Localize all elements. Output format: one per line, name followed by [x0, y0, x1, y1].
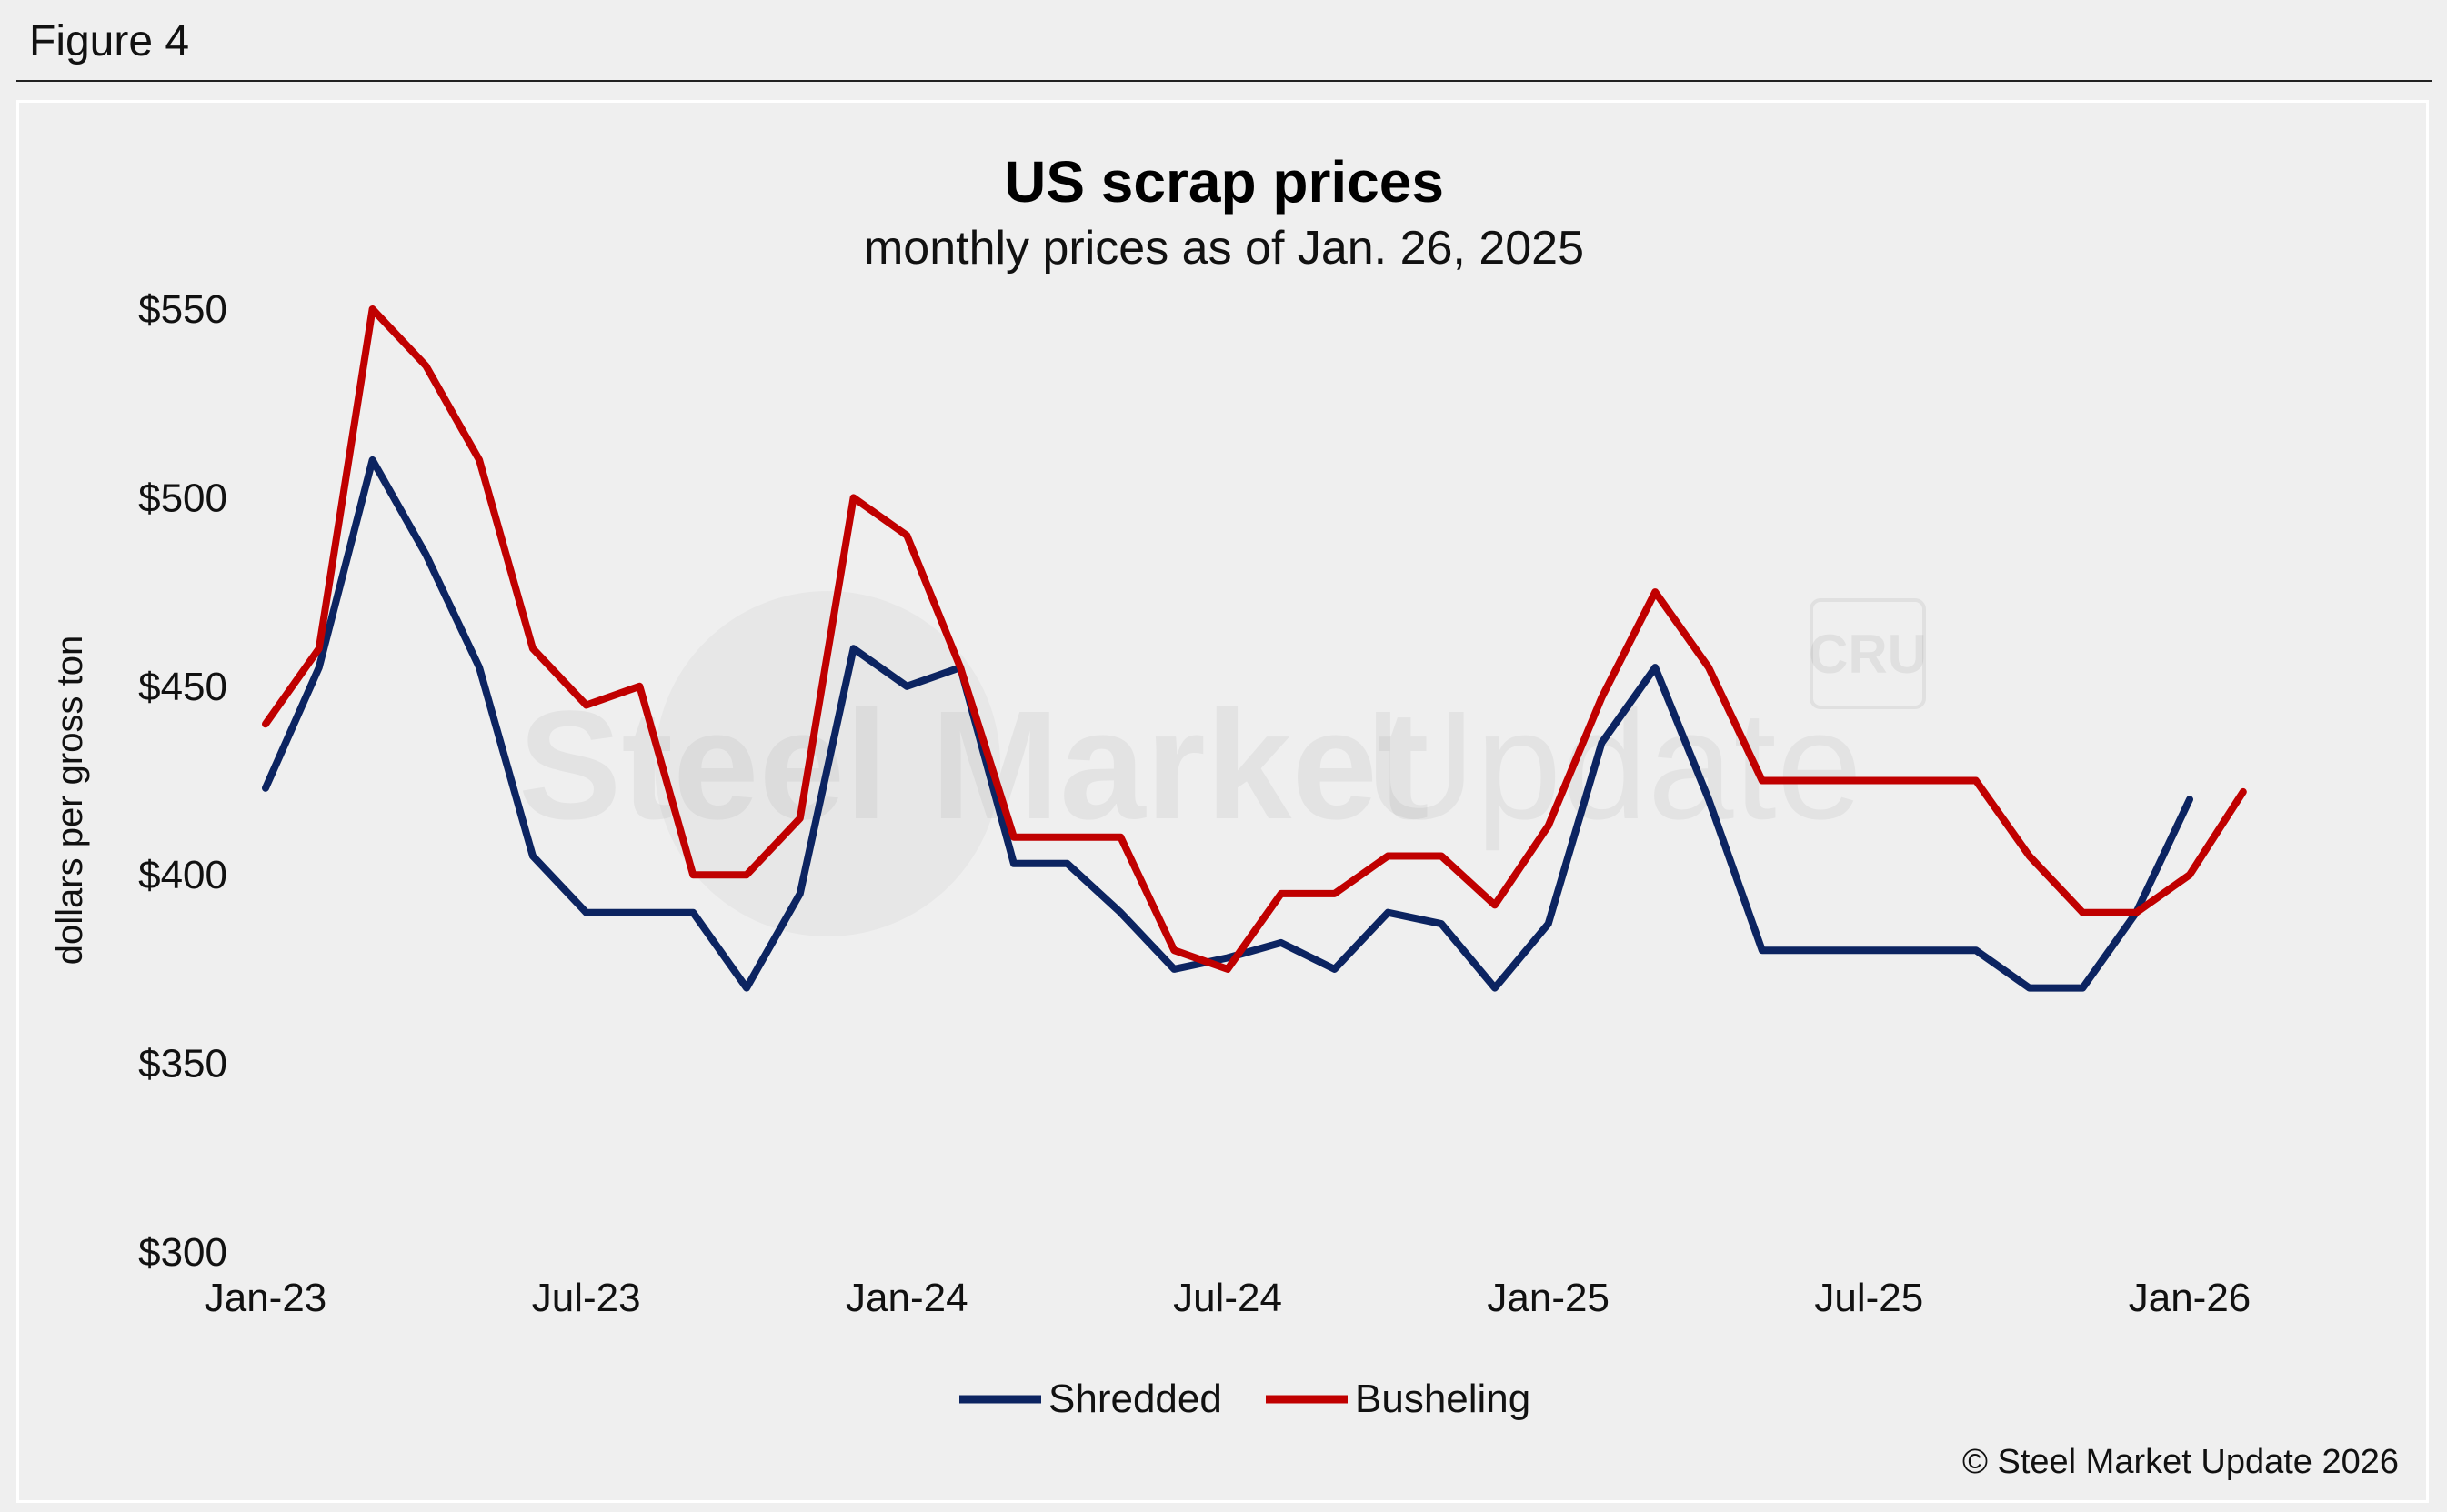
x-tick-label: Jan-26	[2129, 1276, 2251, 1320]
x-tick-label: Jan-23	[205, 1276, 327, 1320]
x-tick-labels: Jan-23 Jul-23 Jan-24 Jul-24 Jan-25 Jul-25 Jan-…	[205, 1276, 2251, 1320]
series-line-shredded	[262, 456, 2193, 992]
watermark-text-light: Update	[1364, 679, 1862, 852]
figure-label: Figure 4	[29, 17, 190, 65]
legend: Shredded Busheling	[959, 1377, 1530, 1421]
y-tick-label: $450	[138, 665, 227, 709]
x-tick-label: Jan-24	[846, 1276, 968, 1320]
y-tick-label: $350	[138, 1042, 227, 1086]
y-tick-label: $300	[138, 1230, 227, 1275]
y-tick-label: $550	[138, 287, 227, 332]
watermark: Steel Market Update CRU	[518, 598, 1927, 852]
x-tick-label: Jul-24	[1173, 1276, 1282, 1320]
chart-title: US scrap prices	[1004, 149, 1444, 215]
x-tick-label: Jul-25	[1814, 1276, 1923, 1320]
watermark-badge-text: CRU	[1809, 624, 1927, 685]
y-tick-label: $400	[138, 853, 227, 897]
x-tick-label: Jul-23	[532, 1276, 641, 1320]
chart-panel	[16, 100, 2429, 1503]
y-tick-labels: $300 $350 $400 $450 $500 $550	[138, 287, 227, 1275]
series-lines	[262, 305, 2247, 992]
chart-subtitle: monthly prices as of Jan. 26, 2025	[864, 222, 1584, 275]
figure-rule	[16, 80, 2432, 82]
x-tick-label: Jan-25	[1487, 1276, 1610, 1320]
y-axis-label: dollars per gross ton	[50, 636, 90, 965]
series-line-busheling	[262, 305, 2247, 973]
credit-text: © Steel Market Update 2026	[1962, 1443, 2399, 1481]
watermark-badge	[1810, 598, 1926, 709]
legend-label-busheling: Busheling	[1355, 1377, 1530, 1421]
y-tick-label: $500	[138, 476, 227, 520]
legend-label-shredded: Shredded	[1048, 1377, 1222, 1421]
